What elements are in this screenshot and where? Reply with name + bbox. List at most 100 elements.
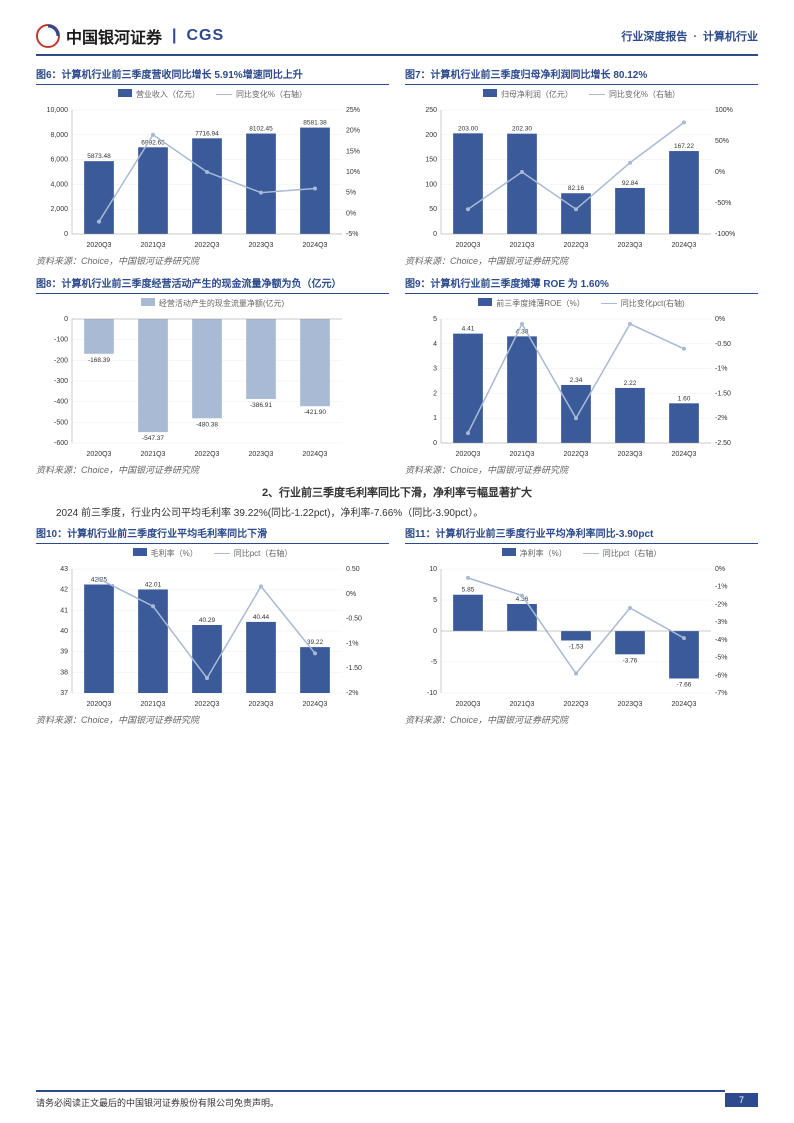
chart-title: 图9：计算机行业前三季度摊薄 ROE 为 1.60% xyxy=(405,275,758,294)
svg-text:0: 0 xyxy=(64,316,68,323)
svg-text:167.22: 167.22 xyxy=(674,143,694,150)
chart-source: 资料来源：Choice，中国银河证券研究院 xyxy=(36,713,389,726)
svg-text:0%: 0% xyxy=(715,566,725,573)
svg-text:-2.50: -2.50 xyxy=(715,440,731,447)
svg-text:-7%: -7% xyxy=(715,690,727,697)
legend-line: 同比变化%（右轴） xyxy=(609,90,680,99)
svg-text:-200: -200 xyxy=(54,357,68,364)
svg-text:4.41: 4.41 xyxy=(462,326,475,333)
svg-text:203.00: 203.00 xyxy=(458,125,478,132)
svg-text:2022Q3: 2022Q3 xyxy=(564,451,589,458)
svg-text:-547.37: -547.37 xyxy=(142,435,164,442)
svg-text:5%: 5% xyxy=(346,190,356,197)
svg-text:0%: 0% xyxy=(346,591,356,598)
svg-text:2021Q3: 2021Q3 xyxy=(141,242,166,249)
svg-text:2024Q3: 2024Q3 xyxy=(672,451,697,458)
chart-11: 图11：计算机行业前三季度行业平均净利率同比-3.90pct 净利率（%）同比p… xyxy=(405,525,758,726)
svg-text:2023Q3: 2023Q3 xyxy=(618,451,643,458)
svg-text:2024Q3: 2024Q3 xyxy=(303,242,328,249)
svg-text:2021Q3: 2021Q3 xyxy=(510,451,535,458)
legend-bar: 营业收入（亿元） xyxy=(136,90,200,99)
svg-text:100: 100 xyxy=(425,181,437,188)
page-header: 中国银河证券 | CGS 行业深度报告·计算机行业 xyxy=(36,24,758,56)
svg-text:-1.50: -1.50 xyxy=(346,665,362,672)
section-text: 2024 前三季度，行业内公司平均毛利率 39.22%(同比-1.22pct)，… xyxy=(36,504,758,519)
chart-10: 图10：计算机行业前三季度行业平均毛利率同比下滑 毛利率（%）同比pct（右轴）… xyxy=(36,525,389,726)
svg-text:-50%: -50% xyxy=(715,200,731,207)
svg-text:2023Q3: 2023Q3 xyxy=(249,242,274,249)
svg-text:39: 39 xyxy=(60,649,68,656)
page-number: 7 xyxy=(725,1093,758,1107)
svg-text:0%: 0% xyxy=(715,169,725,176)
svg-text:40: 40 xyxy=(60,628,68,635)
page-footer: 请务必阅读正文最后的中国银河证券股份有限公司免责声明。 7 xyxy=(36,1090,758,1109)
chart-title: 图7：计算机行业前三季度归母净利润同比增长 80.12% xyxy=(405,66,758,85)
svg-text:-1%: -1% xyxy=(346,640,358,647)
section-title: 2、行业前三季度毛利率同比下滑，净利率亏幅显著扩大 xyxy=(36,484,758,500)
chart-title: 图8：计算机行业前三季度经营活动产生的现金流量净额为负（亿元） xyxy=(36,275,389,294)
svg-text:2020Q3: 2020Q3 xyxy=(87,701,112,708)
svg-text:-386.91: -386.91 xyxy=(250,402,272,409)
svg-text:1.60: 1.60 xyxy=(678,395,691,402)
svg-text:-600: -600 xyxy=(54,440,68,447)
svg-text:10%: 10% xyxy=(346,169,360,176)
chart-source: 资料来源：Choice，中国银河证券研究院 xyxy=(405,713,758,726)
svg-text:150: 150 xyxy=(425,157,437,164)
svg-text:5873.48: 5873.48 xyxy=(87,153,111,160)
brand-logo: 中国银河证券 | CGS xyxy=(36,24,224,48)
brand-cn: 中国银河证券 xyxy=(66,24,162,48)
svg-text:202.30: 202.30 xyxy=(512,126,532,133)
svg-text:6,000: 6,000 xyxy=(50,157,68,164)
svg-text:8102.45: 8102.45 xyxy=(249,126,273,133)
chart-svg: 012345-2.50-2%-1.50-1%-0.500%4.412020Q34… xyxy=(405,311,745,461)
svg-text:-6%: -6% xyxy=(715,672,727,679)
legend-bar: 毛利率（%） xyxy=(151,549,198,558)
svg-text:40.44: 40.44 xyxy=(253,614,270,621)
svg-text:2023Q3: 2023Q3 xyxy=(618,242,643,249)
footer-disclaimer: 请务必阅读正文最后的中国银河证券股份有限公司免责声明。 xyxy=(36,1098,279,1108)
chart-svg: 37383940414243-2%-1.50-1%-0.500%0.5042.2… xyxy=(36,561,376,711)
svg-text:-3.76: -3.76 xyxy=(623,657,638,664)
svg-text:100%: 100% xyxy=(715,107,733,114)
svg-text:0%: 0% xyxy=(346,210,356,217)
chart-svg: 050100150200250-100%-50%0%50%100%203.002… xyxy=(405,102,745,252)
svg-text:-5: -5 xyxy=(431,659,437,666)
report-type: 行业深度报告 xyxy=(621,31,687,43)
svg-text:-10: -10 xyxy=(427,690,437,697)
svg-text:40.29: 40.29 xyxy=(199,617,216,624)
svg-text:2021Q3: 2021Q3 xyxy=(141,701,166,708)
svg-text:4,000: 4,000 xyxy=(50,181,68,188)
svg-text:2020Q3: 2020Q3 xyxy=(87,451,112,458)
svg-text:0%: 0% xyxy=(715,316,725,323)
svg-text:38: 38 xyxy=(60,669,68,676)
svg-text:3: 3 xyxy=(433,366,437,373)
svg-text:2024Q3: 2024Q3 xyxy=(303,451,328,458)
svg-text:2023Q3: 2023Q3 xyxy=(249,451,274,458)
chart-svg: 02,0004,0006,0008,00010,000-5%0%5%10%15%… xyxy=(36,102,376,252)
svg-text:0: 0 xyxy=(433,440,437,447)
svg-text:82.16: 82.16 xyxy=(568,185,585,192)
svg-text:10: 10 xyxy=(429,566,437,573)
svg-text:250: 250 xyxy=(425,107,437,114)
svg-text:-5%: -5% xyxy=(346,231,358,238)
svg-text:5: 5 xyxy=(433,597,437,604)
chart-source: 资料来源：Choice，中国银河证券研究院 xyxy=(36,254,389,267)
svg-text:2020Q3: 2020Q3 xyxy=(456,451,481,458)
report-industry: 计算机行业 xyxy=(703,31,758,43)
chart-8: 图8：计算机行业前三季度经营活动产生的现金流量净额为负（亿元） 经营活动产生的现… xyxy=(36,275,389,476)
legend-line: 同比pct（右轴） xyxy=(234,549,293,558)
svg-text:-3%: -3% xyxy=(715,619,727,626)
svg-text:-480.38: -480.38 xyxy=(196,421,218,428)
svg-text:92.84: 92.84 xyxy=(622,180,639,187)
svg-text:0: 0 xyxy=(433,628,437,635)
chart-7: 图7：计算机行业前三季度归母净利润同比增长 80.12% 归母净利润（亿元）同比… xyxy=(405,66,758,267)
svg-text:2021Q3: 2021Q3 xyxy=(510,242,535,249)
svg-text:1: 1 xyxy=(433,415,437,422)
svg-text:-2%: -2% xyxy=(715,601,727,608)
svg-text:-0.50: -0.50 xyxy=(715,341,731,348)
svg-text:8,000: 8,000 xyxy=(50,132,68,139)
svg-text:-7.66: -7.66 xyxy=(677,681,692,688)
svg-text:0.50: 0.50 xyxy=(346,566,360,573)
svg-text:2023Q3: 2023Q3 xyxy=(249,701,274,708)
svg-text:2.34: 2.34 xyxy=(570,377,583,384)
